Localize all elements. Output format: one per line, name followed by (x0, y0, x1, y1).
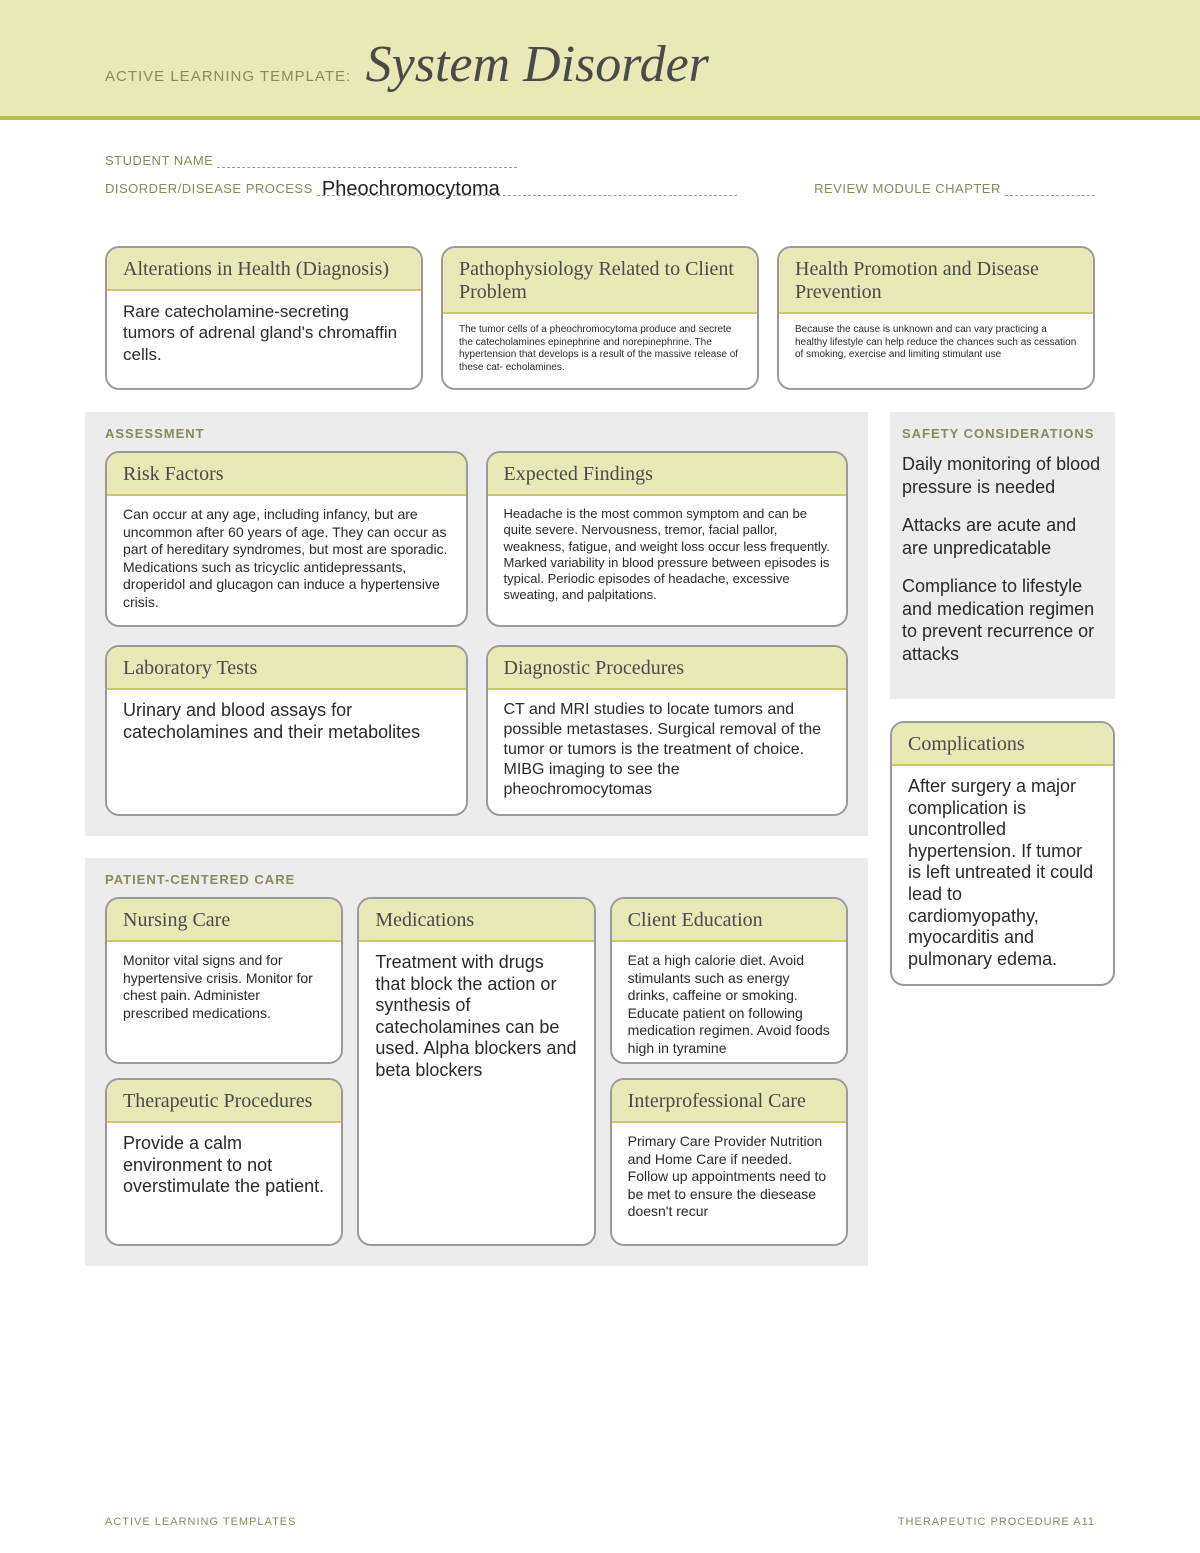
health-promo-card: Health Promotion and Disease Prevention … (777, 246, 1095, 390)
lab-body: Urinary and blood assays for catecholami… (107, 690, 466, 757)
page-container: ACTIVE LEARNING TEMPLATE: System Disorde… (0, 0, 1200, 1553)
disorder-label: DISORDER/DISEASE PROCESS (105, 181, 313, 196)
pcc-col-3: Client Education Eat a high calorie diet… (610, 897, 848, 1246)
risk-card: Risk Factors Can occur at any age, inclu… (105, 451, 468, 627)
safety-p1: Daily monitoring of blood pressure is ne… (902, 453, 1103, 498)
content-area: Alterations in Health (Diagnosis) Rare c… (0, 226, 1200, 1288)
education-card: Client Education Eat a high calorie diet… (610, 897, 848, 1064)
disorder-row: DISORDER/DISEASE PROCESS Pheochromocytom… (105, 178, 1095, 196)
footer-right: THERAPEUTIC PROCEDURE A11 (898, 1516, 1095, 1528)
risk-body: Can occur at any age, including infancy,… (107, 496, 466, 625)
interprof-card: Interprofessional Care Primary Care Prov… (610, 1078, 848, 1245)
complications-card: Complications After surgery a major comp… (890, 721, 1115, 986)
expected-card: Expected Findings Headache is the most c… (486, 451, 849, 627)
interprof-body: Primary Care Provider Nutrition and Home… (612, 1123, 846, 1235)
student-name-field[interactable] (217, 150, 517, 168)
complications-body: After surgery a major complication is un… (892, 766, 1113, 984)
banner-title: System Disorder (366, 35, 709, 94)
lab-title: Laboratory Tests (107, 647, 466, 690)
nursing-body: Monitor vital signs and for hypertensive… (107, 942, 341, 1036)
top-cards-row: Alterations in Health (Diagnosis) Rare c… (85, 246, 1115, 390)
interprof-title: Interprofessional Care (612, 1080, 846, 1123)
main-flex: ASSESSMENT Risk Factors Can occur at any… (85, 412, 1115, 1288)
safety-title: SAFETY CONSIDERATIONS (902, 426, 1103, 441)
education-body: Eat a high calorie diet. Avoid stimulant… (612, 942, 846, 1064)
pcc-col-1: Nursing Care Monitor vital signs and for… (105, 897, 343, 1246)
patho-body: The tumor cells of a pheochromocytoma pr… (443, 314, 757, 388)
expected-title: Expected Findings (488, 453, 847, 496)
expected-body: Headache is the most common symptom and … (488, 496, 847, 618)
student-name-row: STUDENT NAME (105, 150, 1095, 168)
risk-title: Risk Factors (107, 453, 466, 496)
therapeutic-title: Therapeutic Procedures (107, 1080, 341, 1123)
health-promo-body: Because the cause is unknown and can var… (779, 314, 1093, 376)
therapeutic-card: Therapeutic Procedures Provide a calm en… (105, 1078, 343, 1245)
nursing-title: Nursing Care (107, 899, 341, 942)
pcc-col-2: Medications Treatment with drugs that bl… (357, 897, 595, 1246)
medications-body: Treatment with drugs that block the acti… (359, 942, 593, 1096)
assessment-section: ASSESSMENT Risk Factors Can occur at any… (85, 412, 868, 836)
patho-title: Pathophysiology Related to Client Proble… (443, 248, 757, 314)
banner-label: ACTIVE LEARNING TEMPLATE: (105, 68, 351, 85)
banner: ACTIVE LEARNING TEMPLATE: System Disorde… (0, 0, 1200, 120)
health-promo-title: Health Promotion and Disease Prevention (779, 248, 1093, 314)
complications-title: Complications (892, 723, 1113, 766)
student-name-label: STUDENT NAME (105, 153, 213, 168)
medications-card: Medications Treatment with drugs that bl… (357, 897, 595, 1246)
alterations-body: Rare catecholamine-secreting tumors of a… (107, 291, 421, 379)
diag-card: Diagnostic Procedures CT and MRI studies… (486, 645, 849, 816)
safety-body: Daily monitoring of blood pressure is ne… (902, 453, 1103, 665)
meta-block: STUDENT NAME DISORDER/DISEASE PROCESS Ph… (0, 120, 1200, 226)
education-title: Client Education (612, 899, 846, 942)
diag-title: Diagnostic Procedures (488, 647, 847, 690)
main-right-column: SAFETY CONSIDERATIONS Daily monitoring o… (890, 412, 1115, 1288)
alterations-title: Alterations in Health (Diagnosis) (107, 248, 421, 291)
disorder-field[interactable]: Pheochromocytoma (317, 178, 737, 196)
safety-p2: Attacks are acute and are unpredicatable (902, 514, 1103, 559)
diag-body: CT and MRI studies to locate tumors and … (488, 690, 847, 814)
lab-card: Laboratory Tests Urinary and blood assay… (105, 645, 468, 816)
alterations-card: Alterations in Health (Diagnosis) Rare c… (105, 246, 423, 390)
footer: ACTIVE LEARNING TEMPLATES THERAPEUTIC PR… (105, 1516, 1095, 1528)
main-left-column: ASSESSMENT Risk Factors Can occur at any… (85, 412, 868, 1288)
medications-title: Medications (359, 899, 593, 942)
chapter-field[interactable] (1005, 178, 1095, 196)
chapter-label: REVIEW MODULE CHAPTER (814, 181, 1001, 196)
pcc-section: PATIENT-CENTERED CARE Nursing Care Monit… (85, 858, 868, 1266)
therapeutic-body: Provide a calm environment to not overst… (107, 1123, 341, 1212)
pcc-title: PATIENT-CENTERED CARE (105, 872, 848, 887)
nursing-card: Nursing Care Monitor vital signs and for… (105, 897, 343, 1064)
patho-card: Pathophysiology Related to Client Proble… (441, 246, 759, 390)
safety-p3: Compliance to lifestyle and medication r… (902, 575, 1103, 665)
footer-left: ACTIVE LEARNING TEMPLATES (105, 1516, 296, 1528)
assessment-title: ASSESSMENT (105, 426, 848, 441)
safety-section: SAFETY CONSIDERATIONS Daily monitoring o… (890, 412, 1115, 699)
